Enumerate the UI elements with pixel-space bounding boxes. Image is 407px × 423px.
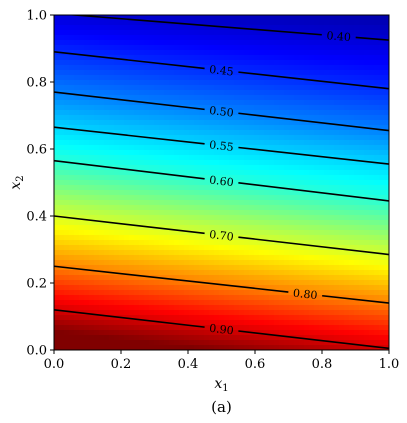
contour-line [238, 112, 389, 132]
x-tick-label: 0.8 [312, 357, 333, 372]
contour-line [238, 182, 389, 202]
contour-line [355, 36, 389, 41]
contour-lines [54, 15, 389, 350]
contour-label: 0.80 [292, 287, 318, 303]
contour-line [238, 71, 389, 90]
contour-line [54, 159, 205, 180]
contour-labels: 0.40 0.45 0.50 0.55 0.60 0.70 0.80 0.90 [209, 29, 352, 337]
contour-line [54, 126, 205, 145]
y-axis-label: x2 [8, 175, 26, 189]
y-tick-label: 0.8 [26, 76, 47, 91]
contour-line [238, 236, 389, 256]
y-axis-ticks: 0.0 0.2 0.4 0.6 0.8 1.0 [26, 9, 54, 359]
contour-label: 0.70 [209, 228, 235, 244]
x-axis-label: x1 [214, 376, 228, 394]
y-tick-label: 0.6 [26, 143, 47, 158]
color-field [54, 15, 389, 350]
contour-line [238, 330, 389, 350]
contour-label: 0.50 [209, 104, 235, 120]
contour-label: 0.40 [326, 29, 351, 44]
x-tick-label: 0.2 [111, 357, 132, 372]
contour-label: 0.55 [209, 138, 235, 154]
contour-line [64, 15, 322, 36]
y-tick-label: 1.0 [26, 9, 47, 24]
y-tick-label: 0.0 [26, 344, 47, 359]
contour-line [54, 265, 289, 293]
figure-caption: (a) [211, 398, 232, 416]
contour-line [54, 91, 205, 111]
contour-line [322, 294, 389, 304]
x-axis-ticks: 0.0 0.2 0.4 0.6 0.8 1.0 [44, 350, 400, 372]
y-tick-label: 0.4 [26, 210, 47, 225]
contour-line [238, 146, 389, 165]
contour-label: 0.45 [209, 63, 235, 79]
contour-label: 0.60 [209, 173, 235, 189]
y-tick-label: 0.2 [26, 277, 47, 292]
contour-line [54, 215, 205, 235]
x-tick-label: 1.0 [379, 357, 400, 372]
x-tick-label: 0.4 [178, 357, 199, 372]
x-tick-label: 0.6 [245, 357, 266, 372]
contour-label: 0.90 [209, 322, 235, 338]
plot-frame [53, 14, 390, 351]
contour-line [54, 51, 205, 70]
contour-line [54, 309, 205, 328]
x-tick-label: 0.0 [44, 357, 65, 372]
